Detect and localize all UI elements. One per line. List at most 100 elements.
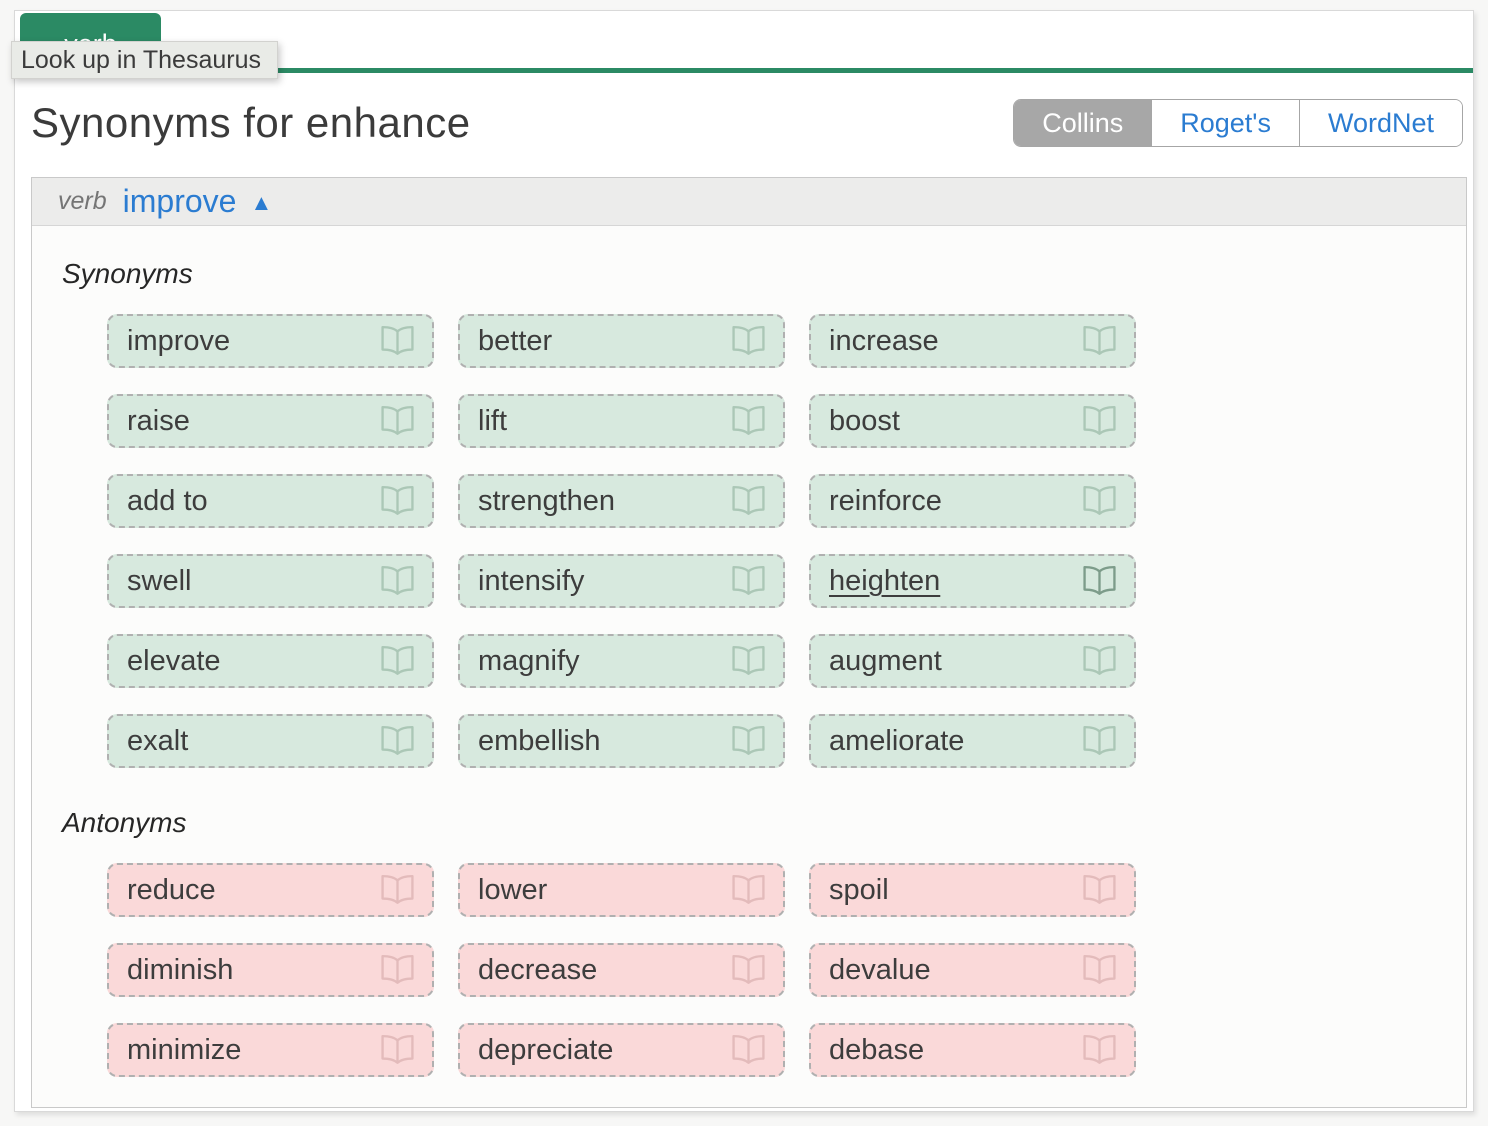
open-book-icon[interactable]: [1081, 325, 1118, 357]
open-book-icon[interactable]: [1081, 565, 1118, 597]
chip-word-label: spoil: [829, 873, 889, 906]
open-book-icon[interactable]: [379, 405, 416, 437]
chip-word-label: devalue: [829, 953, 931, 986]
chip-word-label: increase: [829, 324, 939, 357]
synonym-chip[interactable]: raise: [107, 394, 434, 448]
antonyms-section-label: Antonyms: [62, 807, 187, 838]
page-title: Synonyms for enhance: [31, 99, 471, 146]
synonym-chip[interactable]: exalt: [107, 714, 434, 768]
open-book-icon[interactable]: [730, 954, 767, 986]
open-book-icon[interactable]: [1081, 645, 1118, 677]
antonym-chip[interactable]: lower: [458, 863, 785, 917]
chip-word-label: minimize: [127, 1033, 242, 1066]
synonym-chip[interactable]: increase: [809, 314, 1136, 368]
synonym-chip[interactable]: elevate: [107, 634, 434, 688]
chip-word-label: lower: [478, 873, 548, 906]
synonym-chip[interactable]: better: [458, 314, 785, 368]
synonym-chip[interactable]: lift: [458, 394, 785, 448]
open-book-icon[interactable]: [1081, 954, 1118, 986]
open-book-icon[interactable]: [1081, 874, 1118, 906]
synonym-chip[interactable]: improve: [107, 314, 434, 368]
synonym-chip[interactable]: magnify: [458, 634, 785, 688]
tab-rogets-label: Roget's: [1180, 107, 1271, 138]
green-divider: [15, 68, 1473, 73]
chip-word-label: embellish: [478, 724, 601, 757]
antonym-chip[interactable]: decrease: [458, 943, 785, 997]
open-book-icon[interactable]: [379, 565, 416, 597]
chip-word-label: decrease: [478, 953, 598, 986]
open-book-icon[interactable]: [730, 645, 767, 677]
tab-collins[interactable]: Collins: [1014, 100, 1152, 146]
open-book-icon[interactable]: [730, 485, 767, 517]
antonym-chip[interactable]: depreciate: [458, 1023, 785, 1077]
open-book-icon[interactable]: [730, 1034, 767, 1066]
synonym-chip[interactable]: heighten: [809, 554, 1136, 608]
open-book-icon[interactable]: [379, 954, 416, 986]
synonym-chip[interactable]: reinforce: [809, 474, 1136, 528]
synonym-chip[interactable]: embellish: [458, 714, 785, 768]
antonyms-grid: reduce lower spoil diminish decrease devalue m…: [107, 863, 1466, 1077]
antonym-chip[interactable]: debase: [809, 1023, 1136, 1077]
lookup-tooltip: Look up in Thesaurus: [11, 41, 278, 79]
chip-word-label: add to: [127, 484, 208, 517]
open-book-icon[interactable]: [379, 874, 416, 906]
synonyms-section-label: Synonyms: [62, 258, 193, 289]
entry-header[interactable]: verb improve ▲: [32, 178, 1466, 226]
entry-box: verb improve ▲ Synonyms improve better inc…: [31, 177, 1467, 1108]
chip-word-label: swell: [127, 564, 192, 597]
open-book-icon[interactable]: [379, 485, 416, 517]
chip-word-label: strengthen: [478, 484, 616, 517]
chip-word-label: lift: [478, 404, 507, 437]
chip-word-label: diminish: [127, 953, 234, 986]
chip-word-label: depreciate: [478, 1033, 614, 1066]
chip-word-label: elevate: [127, 644, 221, 677]
chip-word-label: magnify: [478, 644, 580, 677]
chip-word-label: augment: [829, 644, 942, 677]
chip-word-label: heighten: [829, 564, 941, 597]
antonym-chip[interactable]: devalue: [809, 943, 1136, 997]
antonym-chip[interactable]: minimize: [107, 1023, 434, 1077]
chip-word-label: debase: [829, 1033, 925, 1066]
antonym-chip[interactable]: spoil: [809, 863, 1136, 917]
tab-wordnet[interactable]: WordNet: [1298, 100, 1462, 146]
open-book-icon[interactable]: [730, 874, 767, 906]
synonym-chip[interactable]: swell: [107, 554, 434, 608]
entry-body: Synonyms improve better increase raise lift b…: [32, 226, 1466, 1107]
open-book-icon[interactable]: [730, 565, 767, 597]
chip-word-label: exalt: [127, 724, 189, 757]
tab-wordnet-label: WordNet: [1327, 107, 1434, 138]
chip-word-label: intensify: [478, 564, 585, 597]
synonym-chip[interactable]: add to: [107, 474, 434, 528]
open-book-icon[interactable]: [1081, 725, 1118, 757]
synonym-chip[interactable]: intensify: [458, 554, 785, 608]
entry-pos-label: verb: [58, 187, 107, 215]
open-book-icon[interactable]: [1081, 485, 1118, 517]
open-book-icon[interactable]: [379, 325, 416, 357]
open-book-icon[interactable]: [1081, 1034, 1118, 1066]
chip-word-label: improve: [127, 324, 231, 357]
synonym-chip[interactable]: augment: [809, 634, 1136, 688]
open-book-icon[interactable]: [730, 325, 767, 357]
synonym-chip[interactable]: strengthen: [458, 474, 785, 528]
open-book-icon[interactable]: [379, 1034, 416, 1066]
synonym-chip[interactable]: boost: [809, 394, 1136, 448]
collapse-triangle-icon[interactable]: ▲: [250, 189, 273, 215]
open-book-icon[interactable]: [379, 725, 416, 757]
open-book-icon[interactable]: [730, 405, 767, 437]
chip-word-label: better: [478, 324, 553, 357]
synonyms-grid: improve better increase raise lift boost add t…: [107, 314, 1466, 768]
tab-collins-label: Collins: [1042, 107, 1124, 138]
tab-rogets[interactable]: Roget's: [1151, 100, 1299, 146]
open-book-icon[interactable]: [730, 725, 767, 757]
entry-word[interactable]: improve: [122, 183, 237, 219]
chip-word-label: ameliorate: [829, 724, 965, 757]
source-tab-group: Collins Roget's WordNet: [1013, 99, 1463, 147]
chip-word-label: reduce: [127, 873, 216, 906]
open-book-icon[interactable]: [1081, 405, 1118, 437]
thesaurus-panel: verb Look up in Thesaurus Synonyms for e…: [11, 10, 1474, 1112]
synonym-chip[interactable]: ameliorate: [809, 714, 1136, 768]
open-book-icon[interactable]: [379, 645, 416, 677]
chip-word-label: boost: [829, 404, 900, 437]
antonym-chip[interactable]: reduce: [107, 863, 434, 917]
antonym-chip[interactable]: diminish: [107, 943, 434, 997]
